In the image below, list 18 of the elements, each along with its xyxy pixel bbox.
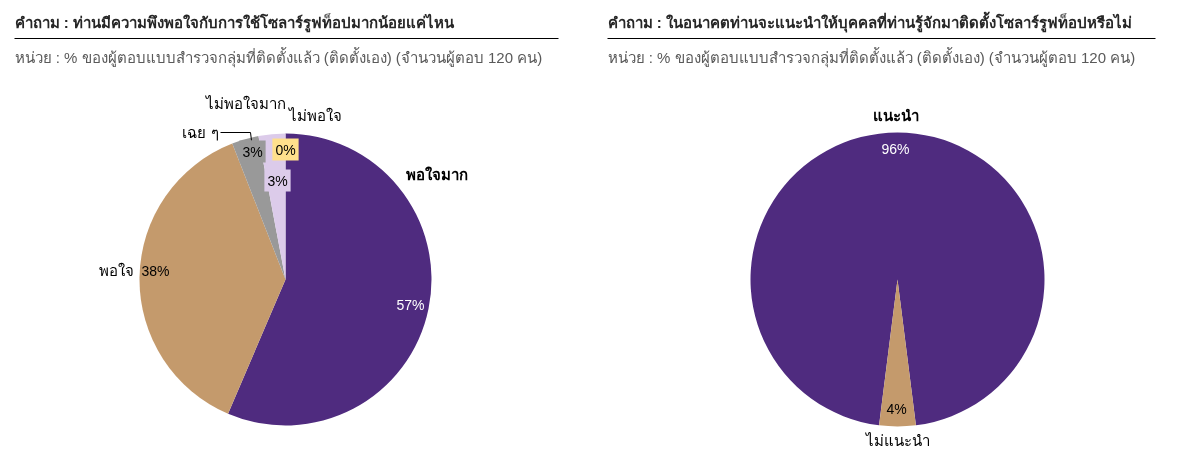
data-label: 38% xyxy=(141,262,170,279)
chart-title: คำถาม : ท่านมีความพึงพอใจกับการใช้โซลาร์รูฟท็อปมากน้อยแค่ไหน xyxy=(14,13,455,33)
chart-title: คำถาม : ในอนาคตท่านจะแนะนำให้บุคคลที่ท่านรู้จักมาติดตั้งโซลาร์รูฟท็อปหรือไม่ xyxy=(607,11,1132,33)
slice-label: ไม่พอใจมาก xyxy=(204,95,286,112)
chart-subtitle: หน่วย : % ของผู้ตอบแบบสำรวจกลุ่มที่ติดตั้งแล้ว (ติดตั้งเอง) (จำนวนผู้ตอบ 120 คน) xyxy=(14,47,543,68)
slice-label: พอใจ xyxy=(98,262,134,279)
data-label: 3% xyxy=(242,143,263,160)
data-label: 96% xyxy=(881,140,910,157)
data-label: 4% xyxy=(886,400,907,417)
text: 0% xyxy=(275,141,296,158)
slice-label: เฉย ๆ xyxy=(182,124,219,141)
data-label: 57% xyxy=(396,296,425,313)
slice-label: แนะนำ xyxy=(872,107,919,124)
slice-label: พอใจมาก xyxy=(405,166,468,183)
chart-subtitle: หน่วย : % ของผู้ตอบแบบสำรวจกลุ่มที่ติดตั้งแล้ว (ติดตั้งเอง) (จำนวนผู้ตอบ 120 คน) xyxy=(607,47,1136,68)
data-label: 3% xyxy=(267,172,288,189)
category-label: ไม่พอใจ xyxy=(289,107,342,124)
slice-label: ไม่แนะนำ xyxy=(864,432,930,449)
